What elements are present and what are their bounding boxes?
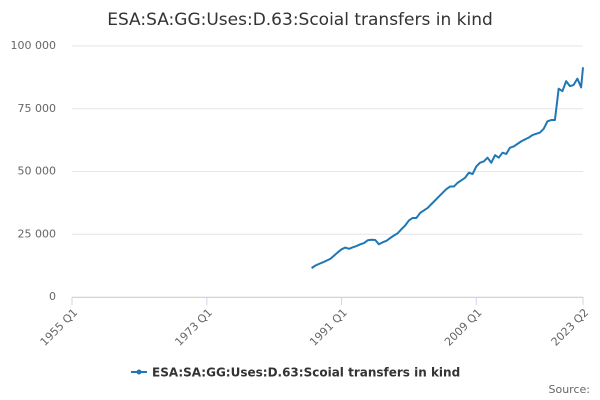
y-tick-label: 25 000: [18, 227, 57, 240]
x-tick-label: 1991 Q1: [307, 306, 350, 349]
series-line: [311, 67, 584, 269]
chart-title: ESA:SA:GG:Uses:D.63:Scoial transfers in …: [107, 10, 493, 30]
x-tick-label: 1973 Q1: [172, 306, 215, 349]
x-tick-label: 2023 Q2: [549, 306, 592, 349]
y-tick-label: 50 000: [18, 165, 57, 178]
legend-label: ESA:SA:GG:Uses:D.63:Scoial transfers in …: [152, 366, 460, 380]
x-tick-label: 1955 Q1: [38, 306, 81, 349]
y-tick-label: 0: [49, 290, 56, 303]
legend-marker: [136, 369, 142, 375]
source: Source:: [549, 383, 591, 396]
y-tick-label: 100 000: [11, 39, 57, 52]
y-tick-label: 75 000: [18, 102, 57, 115]
x-tick-label: 2009 Q1: [442, 306, 485, 349]
